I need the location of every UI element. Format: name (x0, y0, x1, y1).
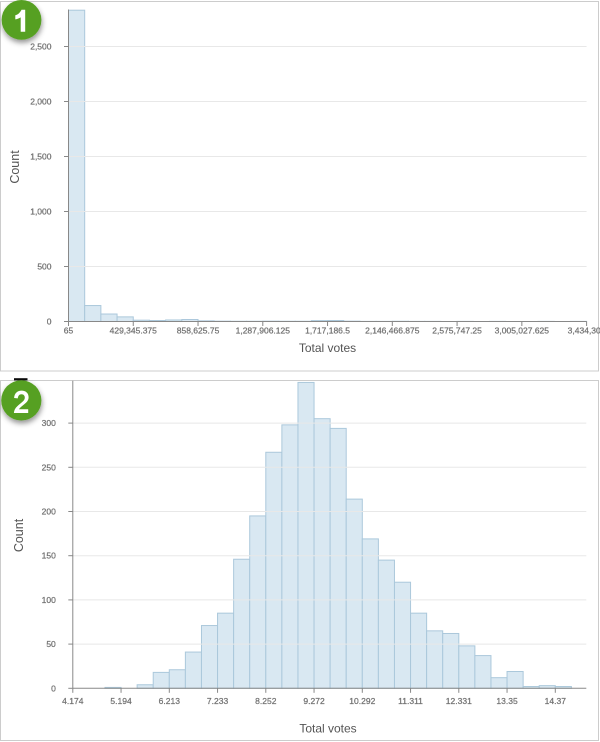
svg-text:1,287,906.125: 1,287,906.125 (236, 326, 291, 336)
svg-text:8.252: 8.252 (255, 696, 277, 706)
svg-text:150: 150 (42, 551, 56, 561)
svg-text:300: 300 (42, 418, 56, 428)
svg-text:250: 250 (42, 462, 56, 472)
svg-text:100: 100 (42, 595, 56, 605)
svg-text:2,500: 2,500 (30, 42, 52, 52)
svg-text:2,000: 2,000 (30, 97, 52, 107)
svg-text:4.174: 4.174 (62, 696, 84, 706)
svg-text:200: 200 (42, 507, 56, 517)
svg-text:0: 0 (51, 683, 56, 693)
svg-text:3,005,027.625: 3,005,027.625 (495, 326, 550, 336)
svg-text:6.213: 6.213 (159, 696, 181, 706)
svg-text:0: 0 (47, 317, 52, 327)
svg-text:Count: Count (12, 518, 26, 552)
svg-text:858,625.75: 858,625.75 (177, 326, 220, 336)
svg-text:1,000: 1,000 (30, 207, 52, 217)
svg-text:10.292: 10.292 (349, 696, 375, 706)
svg-text:2,146,466.875: 2,146,466.875 (365, 326, 420, 336)
svg-text:429,345.375: 429,345.375 (110, 326, 158, 336)
svg-text:5.194: 5.194 (110, 696, 132, 706)
svg-text:Count: Count (8, 150, 22, 184)
svg-text:Total votes: Total votes (299, 341, 356, 355)
svg-text:3,434,308: 3,434,308 (568, 326, 600, 336)
svg-text:9.272: 9.272 (303, 696, 325, 706)
svg-text:1,717,186.5: 1,717,186.5 (305, 326, 350, 336)
svg-text:500: 500 (37, 262, 51, 272)
svg-text:2,575,747.25: 2,575,747.25 (432, 326, 482, 336)
svg-text:Total votes: Total votes (299, 722, 356, 736)
svg-text:1,500: 1,500 (30, 152, 52, 162)
svg-text:14.37: 14.37 (545, 696, 567, 706)
svg-text:50: 50 (46, 639, 56, 649)
svg-text:12.331: 12.331 (446, 696, 472, 706)
svg-text:7.233: 7.233 (207, 696, 229, 706)
svg-text:65: 65 (64, 326, 74, 336)
svg-text:11.311: 11.311 (398, 696, 423, 706)
svg-text:13.35: 13.35 (496, 696, 518, 706)
